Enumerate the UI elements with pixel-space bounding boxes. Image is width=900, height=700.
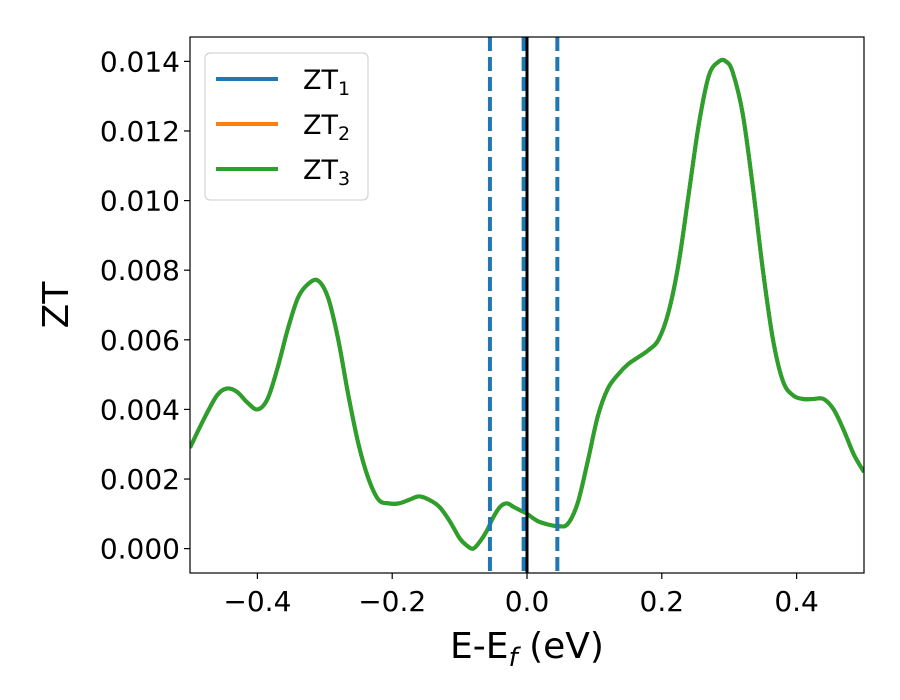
legend-label-zt3: ZT3: [303, 155, 350, 190]
x-tick-label: 0.0: [505, 585, 550, 618]
plot-area: [190, 37, 864, 573]
series-line-zt3: [190, 57, 864, 551]
x-axis-label: E-Ef (eV): [450, 626, 604, 673]
y-tick-label: 0.002: [100, 463, 180, 496]
x-axis-ticks: −0.4 −0.2 0.0 0.2 0.4: [223, 573, 819, 618]
y-tick-label: 0.008: [100, 254, 180, 287]
y-axis-ticks: 0.000 0.002 0.004 0.006 0.008 0.010 0.012 0.014: [100, 45, 190, 566]
legend: ZT1 ZT2 ZT3: [204, 52, 369, 201]
y-tick-label: 0.000: [100, 533, 180, 566]
legend-label-zt2: ZT2: [303, 110, 350, 145]
y-tick-label: 0.014: [100, 45, 180, 78]
y-tick-label: 0.010: [100, 185, 180, 218]
y-tick-label: 0.006: [100, 324, 180, 357]
x-tick-label: 0.2: [640, 585, 685, 618]
y-tick-label: 0.012: [100, 115, 180, 148]
x-tick-label: −0.4: [223, 585, 291, 618]
x-tick-label: 0.4: [774, 585, 819, 618]
y-axis-label: ZT: [36, 281, 77, 329]
legend-label-zt1: ZT1: [303, 65, 350, 100]
y-tick-label: 0.004: [100, 393, 180, 426]
legend-box: [204, 52, 369, 201]
x-tick-label: −0.2: [358, 585, 426, 618]
